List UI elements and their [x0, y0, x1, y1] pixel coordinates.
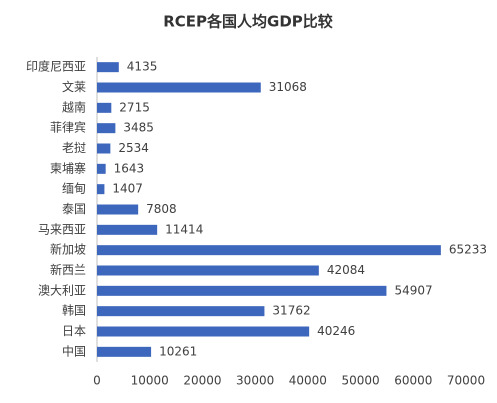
bar: [97, 346, 152, 357]
bar: [97, 224, 158, 235]
bar: [97, 163, 106, 174]
x-tick-label: 10000: [131, 374, 169, 388]
value-label: 4135: [127, 60, 158, 74]
value-label: 7808: [146, 202, 177, 216]
bar: [97, 143, 111, 154]
value-label: 42084: [327, 263, 365, 277]
value-label: 11414: [165, 222, 203, 236]
value-label: 54907: [394, 283, 432, 297]
value-label: 31762: [272, 304, 310, 318]
bar: [97, 123, 116, 134]
x-tick-label: 50000: [341, 374, 379, 388]
bar: [97, 306, 265, 317]
y-tick-label: 新加坡: [50, 242, 86, 257]
y-tick-label: 中国: [62, 343, 86, 358]
y-tick-label: 韩国: [62, 303, 86, 318]
y-tick-label: 老挝: [62, 141, 86, 155]
value-label: 1643: [114, 161, 145, 175]
y-tick-label: 马来西亚: [38, 222, 86, 236]
bar: [97, 62, 119, 73]
y-tick-label: 越南: [62, 99, 86, 114]
y-tick-label: 文莱: [62, 79, 86, 94]
value-label: 3485: [123, 121, 154, 135]
x-tick-label: 20000: [183, 374, 221, 388]
x-tick-label: 60000: [394, 374, 432, 388]
value-label: 2715: [119, 100, 150, 114]
value-label: 31068: [269, 80, 307, 94]
value-label: 40246: [317, 324, 355, 338]
x-tick-label: 30000: [236, 374, 274, 388]
bar: [97, 82, 261, 93]
y-tick-label: 柬埔寨: [50, 160, 86, 175]
y-tick-label: 新西兰: [50, 262, 86, 277]
y-tick-label: 澳大利亚: [38, 283, 86, 297]
value-label: 2534: [118, 141, 149, 155]
value-label: 10261: [159, 344, 197, 358]
y-tick-label: 印度尼西亚: [26, 59, 86, 74]
bar: [97, 184, 105, 195]
x-tick-label: 40000: [289, 374, 327, 388]
bar: [97, 285, 387, 296]
bar: [97, 265, 319, 276]
y-tick-label: 菲律宾: [50, 120, 86, 135]
y-tick-label: 日本: [62, 324, 86, 338]
value-label: 1407: [112, 182, 143, 196]
y-tick-label: 缅甸: [62, 182, 86, 196]
x-tick-label: 70000: [447, 374, 485, 388]
chart-title: RCEP各国人均GDP比较: [163, 13, 333, 31]
bar: [97, 245, 441, 256]
y-tick-label: 泰国: [62, 202, 86, 216]
bar: [97, 102, 112, 113]
bar: [97, 204, 139, 215]
x-tick-label: 0: [93, 374, 101, 388]
bar: [97, 326, 310, 337]
value-label: 65233: [449, 243, 487, 257]
